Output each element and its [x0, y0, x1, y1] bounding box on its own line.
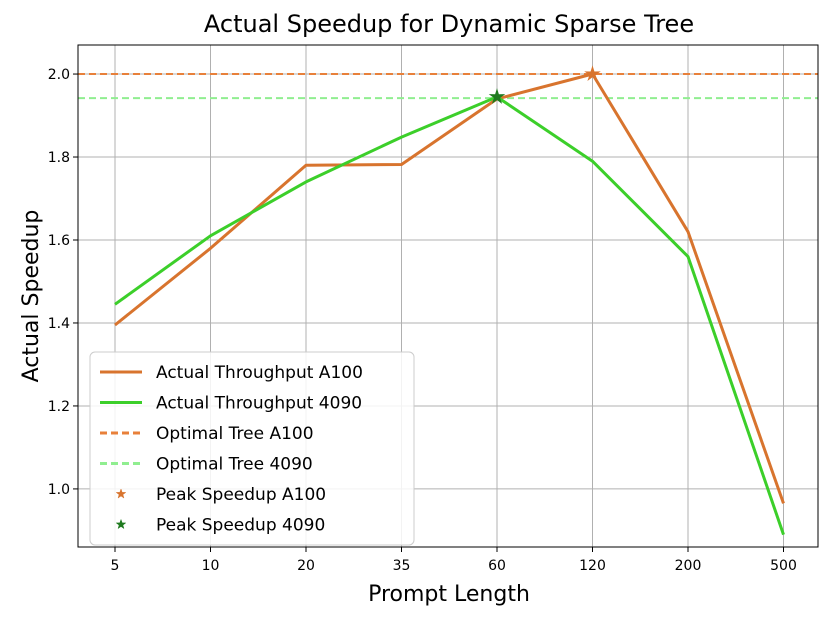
y-tick-label: 1.2	[48, 399, 70, 415]
y-axis-title: Actual Speedup	[19, 210, 44, 383]
x-tick-label: 5	[111, 558, 120, 574]
legend-star-swatch	[115, 488, 127, 499]
reference-lines	[78, 73, 818, 100]
peak-star-marker	[488, 88, 506, 104]
x-axis-title: Prompt Length	[368, 582, 530, 607]
y-tick-label: 1.0	[48, 482, 70, 498]
legend-label: Optimal Tree A100	[156, 424, 314, 444]
legend: Actual Throughput A100 Actual Throughput …	[89, 351, 415, 546]
y-tick-label: 1.4	[48, 316, 70, 332]
peak-markers	[488, 65, 601, 104]
legend-label: Actual Throughput 4090	[156, 394, 362, 414]
y-tick-label: 1.8	[48, 150, 70, 166]
x-tick-label: 35	[393, 558, 411, 574]
x-tick-label: 60	[488, 558, 506, 574]
legend-star-swatch	[115, 518, 127, 530]
y-tick-label: 1.6	[48, 233, 70, 249]
series-line	[114, 95, 785, 536]
y-axis-ticks: 1.0 1.2 1.4 1.6 1.8 2.0	[48, 67, 78, 498]
x-axis-ticks: 5 10 20 35 60 120 200 500	[111, 547, 797, 574]
plot-frame	[77, 44, 819, 548]
peak-star-marker	[584, 65, 601, 82]
x-tick-label: 20	[297, 558, 315, 574]
legend-label: Peak Speedup 4090	[156, 516, 325, 536]
x-tick-label: 500	[770, 558, 797, 574]
x-tick-label: 10	[202, 558, 220, 574]
x-tick-label: 200	[675, 558, 702, 574]
legend-box	[89, 351, 415, 546]
legend-label: Peak Speedup A100	[156, 485, 326, 505]
y-tick-label: 2.0	[48, 67, 70, 83]
legend-label: Actual Throughput A100	[156, 363, 363, 383]
series-lines	[114, 72, 785, 536]
x-tick-label: 120	[579, 558, 606, 574]
series-line	[114, 72, 785, 504]
chart-title: Actual Speedup for Dynamic Sparse Tree	[204, 10, 694, 38]
legend-label: Optimal Tree 4090	[156, 455, 313, 475]
